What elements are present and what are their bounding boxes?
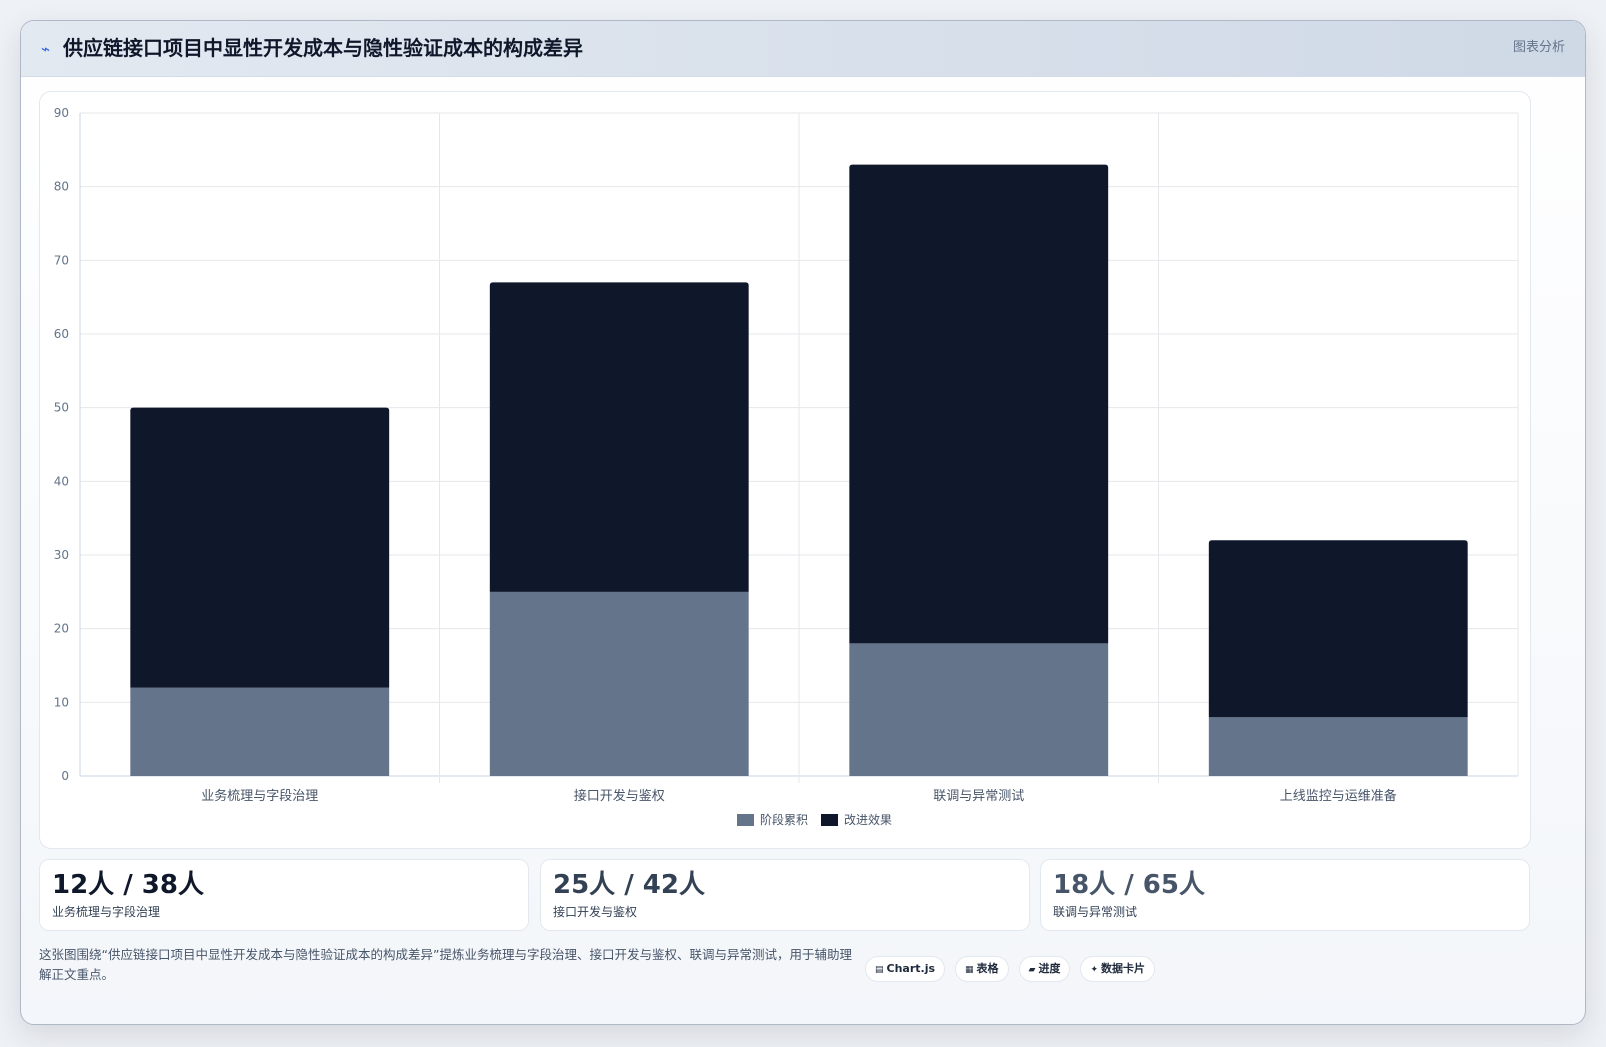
stat-value: 18人 / 65人 <box>1053 870 1205 900</box>
y-tick-label: 30 <box>54 548 69 562</box>
legend-label: 阶段累积 <box>760 812 808 827</box>
chart-card: ⌁ 供应链接口项目中显性开发成本与隐性验证成本的构成差异 图表分析 0 10 20 3… <box>20 20 1586 1025</box>
y-tick-label: 80 <box>54 180 69 194</box>
bar-segment-阶段累积 <box>489 591 749 776</box>
legend-label: 改进效果 <box>844 812 892 827</box>
legend-swatch <box>737 814 754 826</box>
card-header: ⌁ 供应链接口项目中显性开发成本与隐性验证成本的构成差异 图表分析 <box>21 21 1585 77</box>
y-tick-label: 20 <box>54 622 69 636</box>
chart-icon: ▤ <box>875 965 884 975</box>
stat-label: 联调与异常测试 <box>1053 905 1138 919</box>
tag-pills: ▤ Chart.js ▦ 表格 ▰ 进度 ✦ 数据卡片 <box>865 956 1156 982</box>
x-tick-label: 联调与异常测试 <box>933 789 1024 804</box>
y-tick-label: 60 <box>54 327 69 341</box>
pill-table[interactable]: ▦ 表格 <box>955 956 1009 982</box>
y-tick-label: 50 <box>54 401 69 415</box>
bar-segment-改进效果 <box>130 407 390 688</box>
stat-value: 25人 / 42人 <box>553 870 705 900</box>
progress-icon: ▰ <box>1028 965 1036 975</box>
bar-segment-改进效果 <box>1208 540 1468 718</box>
bar-segment-改进效果 <box>489 282 749 592</box>
stacked-bar-chart: 0 10 20 30 40 50 60 70 80 90 业务梳理与字段治理 接口开发与鉴权 联调与异常… <box>54 106 1519 827</box>
chart-pulse-icon: ⌁ <box>41 40 51 58</box>
chart-panel: 0 10 20 30 40 50 60 70 80 90 业务梳理与字段治理 接口开发与鉴权 联调与异常… <box>39 91 1531 849</box>
y-tick-label: 90 <box>54 106 69 120</box>
y-tick-label: 40 <box>54 474 69 488</box>
pill-label: Chart.js <box>886 962 936 975</box>
stat-card-1: 12人 / 38人 业务梳理与字段治理 <box>39 859 529 931</box>
pill-label: 进度 <box>1038 962 1061 975</box>
x-tick-label: 上线监控与运维准备 <box>1280 788 1397 804</box>
bar-segment-阶段累积 <box>849 643 1109 776</box>
sparkle-icon: ✦ <box>1090 965 1099 975</box>
y-tick-label: 10 <box>54 695 69 709</box>
header-tag: 图表分析 <box>1512 40 1565 55</box>
x-tick-label: 业务梳理与字段治理 <box>201 788 318 804</box>
stat-card-3: 18人 / 65人 联调与异常测试 <box>1040 859 1530 931</box>
page-title: 供应链接口项目中显性开发成本与隐性验证成本的构成差异 <box>63 36 583 60</box>
bar-segment-阶段累积 <box>130 687 390 776</box>
table-icon: ▦ <box>965 965 974 975</box>
stat-label: 接口开发与鉴权 <box>553 905 638 919</box>
chart-description: 这张图围绕“供应链接口项目中显性开发成本与隐性验证成本的构成差异”提炼业务梳理与… <box>39 947 852 982</box>
pill-label: 数据卡片 <box>1101 962 1146 975</box>
stat-label: 业务梳理与字段治理 <box>52 905 161 919</box>
bar-segment-改进效果 <box>849 164 1109 644</box>
pill-label: 表格 <box>976 962 999 975</box>
pill-chartjs[interactable]: ▤ Chart.js <box>865 956 946 982</box>
y-tick-label: 70 <box>54 253 69 267</box>
y-tick-label: 0 <box>61 769 69 783</box>
legend-swatch <box>821 814 838 826</box>
pill-progress[interactable]: ▰ 进度 <box>1018 956 1071 982</box>
stat-card-2: 25人 / 42人 接口开发与鉴权 <box>540 859 1030 931</box>
pill-data-card[interactable]: ✦ 数据卡片 <box>1080 956 1156 982</box>
x-tick-label: 接口开发与鉴权 <box>574 788 665 804</box>
stat-value: 12人 / 38人 <box>52 870 204 900</box>
bar-segment-阶段累积 <box>1208 717 1468 776</box>
